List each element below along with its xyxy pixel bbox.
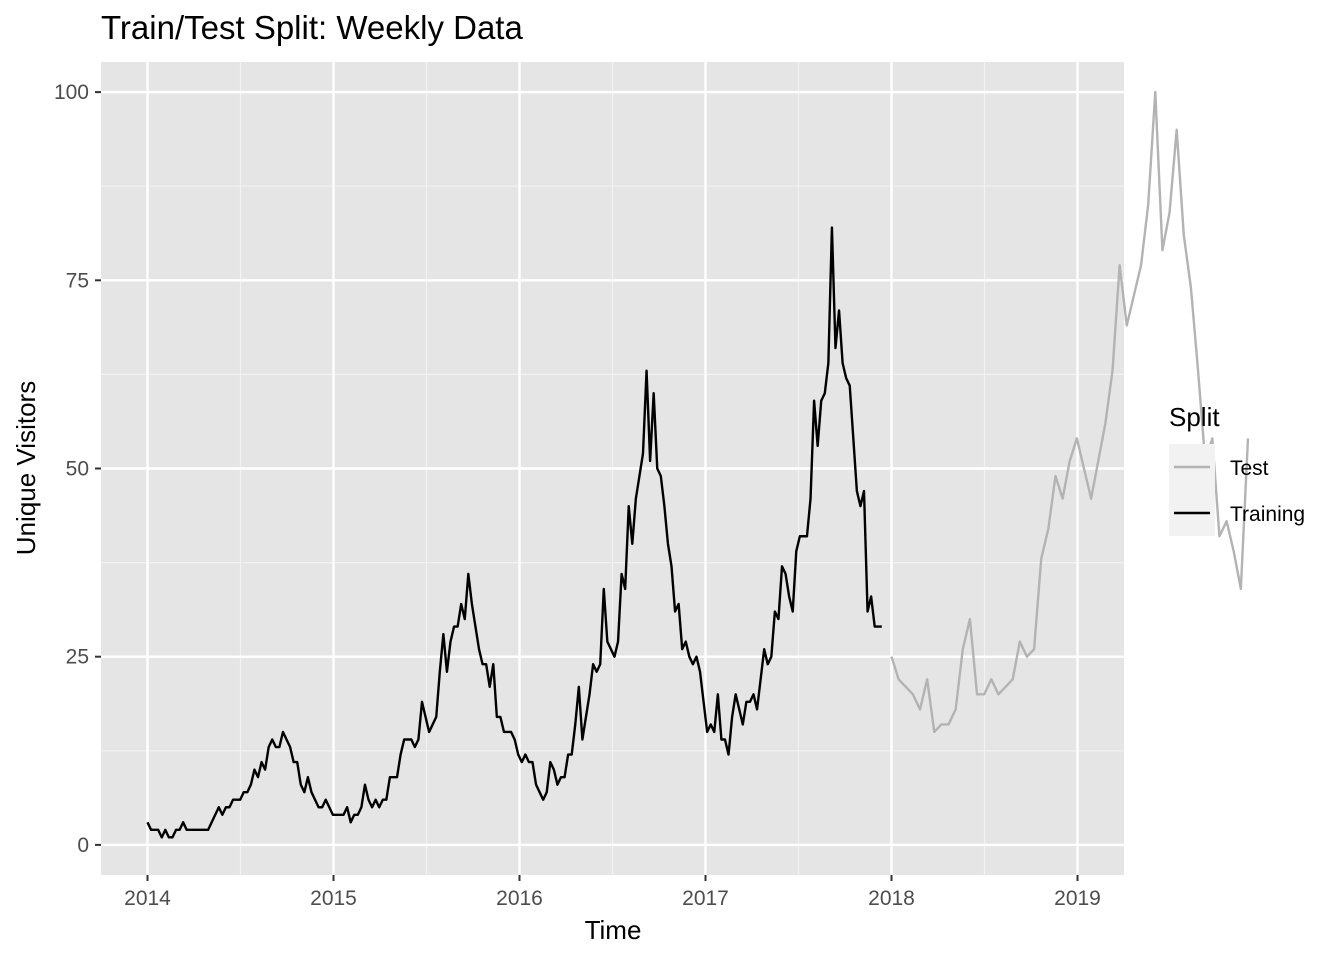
x-tick-label: 2014 — [124, 887, 171, 910]
x-tick-label: 2016 — [496, 887, 543, 910]
x-axis: 2014 2015 2016 2017 2018 2019 — [124, 875, 1101, 910]
legend: Split Test Training — [1169, 402, 1305, 536]
legend-items: Test Training — [1169, 444, 1305, 536]
legend-key-background — [1169, 444, 1215, 536]
x-tick-label: 2015 — [310, 887, 357, 910]
x-axis-title: Time — [585, 915, 642, 945]
grid-major — [101, 62, 1124, 875]
y-tick-label: 50 — [66, 458, 89, 481]
y-tick-label: 75 — [66, 269, 89, 292]
y-axis: 0 25 50 75 100 — [54, 81, 101, 857]
y-tick-label: 0 — [77, 834, 89, 857]
y-axis-title: Unique Visitors — [11, 381, 41, 555]
legend-label-test: Test — [1230, 457, 1269, 480]
y-tick-label: 25 — [66, 646, 89, 669]
legend-label-training: Training — [1230, 503, 1305, 526]
y-tick-label: 100 — [54, 81, 89, 104]
x-tick-label: 2019 — [1054, 887, 1101, 910]
series-line-training — [146, 226, 882, 839]
chart-title: Train/Test Split: Weekly Data — [101, 9, 523, 46]
series-lines — [146, 90, 1250, 839]
x-tick-label: 2017 — [682, 887, 729, 910]
series-line-test — [890, 90, 1250, 734]
x-tick-label: 2018 — [868, 887, 915, 910]
legend-title: Split — [1169, 402, 1220, 432]
